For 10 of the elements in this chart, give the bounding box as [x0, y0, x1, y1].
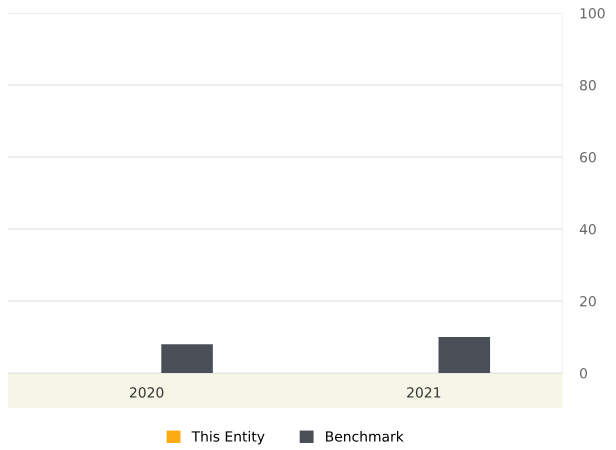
legend-label: This Entity	[192, 430, 265, 444]
y-tick-label: 0	[580, 368, 587, 379]
x-tick-label: 2021	[407, 387, 440, 398]
y-tick-label: 100	[580, 8, 605, 19]
y-tick-label: 60	[580, 152, 596, 163]
y-tick-label: 80	[580, 80, 596, 91]
x-tick-label: 2020	[130, 387, 164, 398]
legend-label: Benchmark	[326, 430, 404, 442]
y-tick-label: 20	[580, 296, 596, 307]
y-tick-label: 40	[580, 224, 596, 235]
